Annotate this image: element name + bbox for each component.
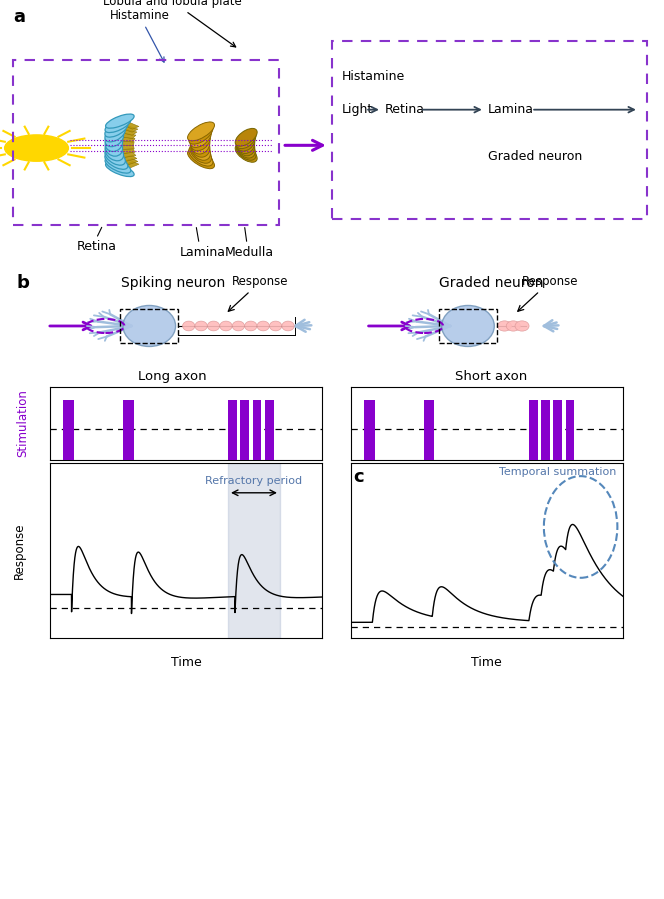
Bar — [124, 400, 133, 460]
Ellipse shape — [190, 128, 212, 147]
Ellipse shape — [105, 139, 123, 156]
Bar — [365, 400, 374, 460]
Bar — [541, 400, 550, 460]
Text: Histamine: Histamine — [342, 70, 405, 84]
Text: Histamine: Histamine — [110, 9, 169, 62]
Ellipse shape — [237, 132, 255, 151]
Ellipse shape — [235, 145, 257, 162]
Ellipse shape — [105, 126, 125, 142]
Ellipse shape — [236, 130, 256, 148]
Ellipse shape — [189, 125, 213, 144]
Ellipse shape — [497, 321, 511, 331]
FancyArrow shape — [114, 132, 136, 138]
Ellipse shape — [282, 321, 294, 331]
Ellipse shape — [191, 137, 210, 157]
Ellipse shape — [237, 135, 255, 154]
Text: Lamina: Lamina — [488, 103, 534, 116]
Bar — [553, 400, 562, 460]
Bar — [252, 400, 262, 460]
Ellipse shape — [105, 158, 131, 174]
Text: Response: Response — [518, 275, 578, 311]
Ellipse shape — [105, 154, 127, 169]
Text: b: b — [17, 274, 29, 292]
Ellipse shape — [105, 129, 124, 147]
Bar — [228, 400, 237, 460]
Ellipse shape — [244, 321, 257, 331]
Text: Retina: Retina — [76, 240, 116, 254]
FancyArrow shape — [116, 120, 139, 129]
Text: Graded neuron: Graded neuron — [439, 276, 544, 290]
FancyArrow shape — [116, 162, 139, 171]
Text: Time: Time — [471, 656, 502, 669]
Text: Short axon: Short axon — [456, 370, 527, 383]
Ellipse shape — [257, 321, 270, 331]
Ellipse shape — [187, 122, 214, 141]
Bar — [240, 400, 249, 460]
Ellipse shape — [183, 321, 195, 331]
Ellipse shape — [515, 321, 529, 331]
FancyArrow shape — [114, 152, 136, 159]
Bar — [63, 400, 74, 460]
Bar — [265, 400, 274, 460]
Text: Temporal summation: Temporal summation — [499, 467, 616, 477]
Ellipse shape — [195, 321, 207, 331]
Ellipse shape — [236, 142, 256, 160]
Text: c: c — [353, 468, 364, 486]
FancyArrow shape — [114, 148, 135, 155]
Ellipse shape — [232, 321, 244, 331]
FancyArrow shape — [115, 123, 138, 132]
Ellipse shape — [191, 140, 210, 160]
Ellipse shape — [220, 321, 232, 331]
Text: Refractory period: Refractory period — [205, 476, 303, 485]
Text: Retina: Retina — [385, 103, 425, 116]
Text: Time: Time — [171, 656, 201, 669]
Text: Medulla: Medulla — [224, 245, 274, 259]
Ellipse shape — [106, 114, 134, 129]
Circle shape — [5, 135, 68, 161]
Ellipse shape — [189, 147, 213, 166]
Ellipse shape — [207, 321, 220, 331]
FancyArrow shape — [114, 137, 135, 142]
Bar — [424, 400, 434, 460]
Text: Response: Response — [228, 275, 289, 311]
Ellipse shape — [190, 143, 212, 164]
Text: Response: Response — [13, 522, 27, 579]
Text: Lamina: Lamina — [179, 245, 226, 259]
Ellipse shape — [237, 139, 255, 158]
FancyArrow shape — [115, 158, 138, 167]
Ellipse shape — [270, 321, 282, 331]
Ellipse shape — [191, 133, 210, 154]
Text: Graded neuron: Graded neuron — [488, 150, 582, 163]
Ellipse shape — [106, 163, 134, 176]
Ellipse shape — [506, 321, 521, 331]
Ellipse shape — [105, 148, 125, 165]
Text: Long axon: Long axon — [138, 370, 207, 383]
FancyArrow shape — [114, 141, 134, 146]
Ellipse shape — [442, 306, 494, 346]
Bar — [566, 400, 574, 460]
Ellipse shape — [237, 138, 255, 156]
Text: Stimulation: Stimulation — [16, 389, 29, 458]
Text: Lobula and lobula plate: Lobula and lobula plate — [104, 0, 242, 47]
FancyArrow shape — [114, 145, 134, 149]
Ellipse shape — [187, 150, 214, 169]
Ellipse shape — [123, 306, 175, 346]
Bar — [228, 463, 280, 638]
Ellipse shape — [105, 135, 123, 151]
Ellipse shape — [105, 118, 131, 132]
Text: a: a — [13, 8, 25, 26]
FancyArrow shape — [114, 156, 137, 163]
FancyArrow shape — [114, 128, 137, 136]
Text: Spiking neuron: Spiking neuron — [120, 276, 225, 290]
Ellipse shape — [105, 144, 124, 161]
Ellipse shape — [235, 129, 257, 147]
Bar — [529, 400, 538, 460]
Text: Light: Light — [342, 103, 373, 116]
Ellipse shape — [105, 121, 127, 138]
Ellipse shape — [191, 130, 210, 151]
